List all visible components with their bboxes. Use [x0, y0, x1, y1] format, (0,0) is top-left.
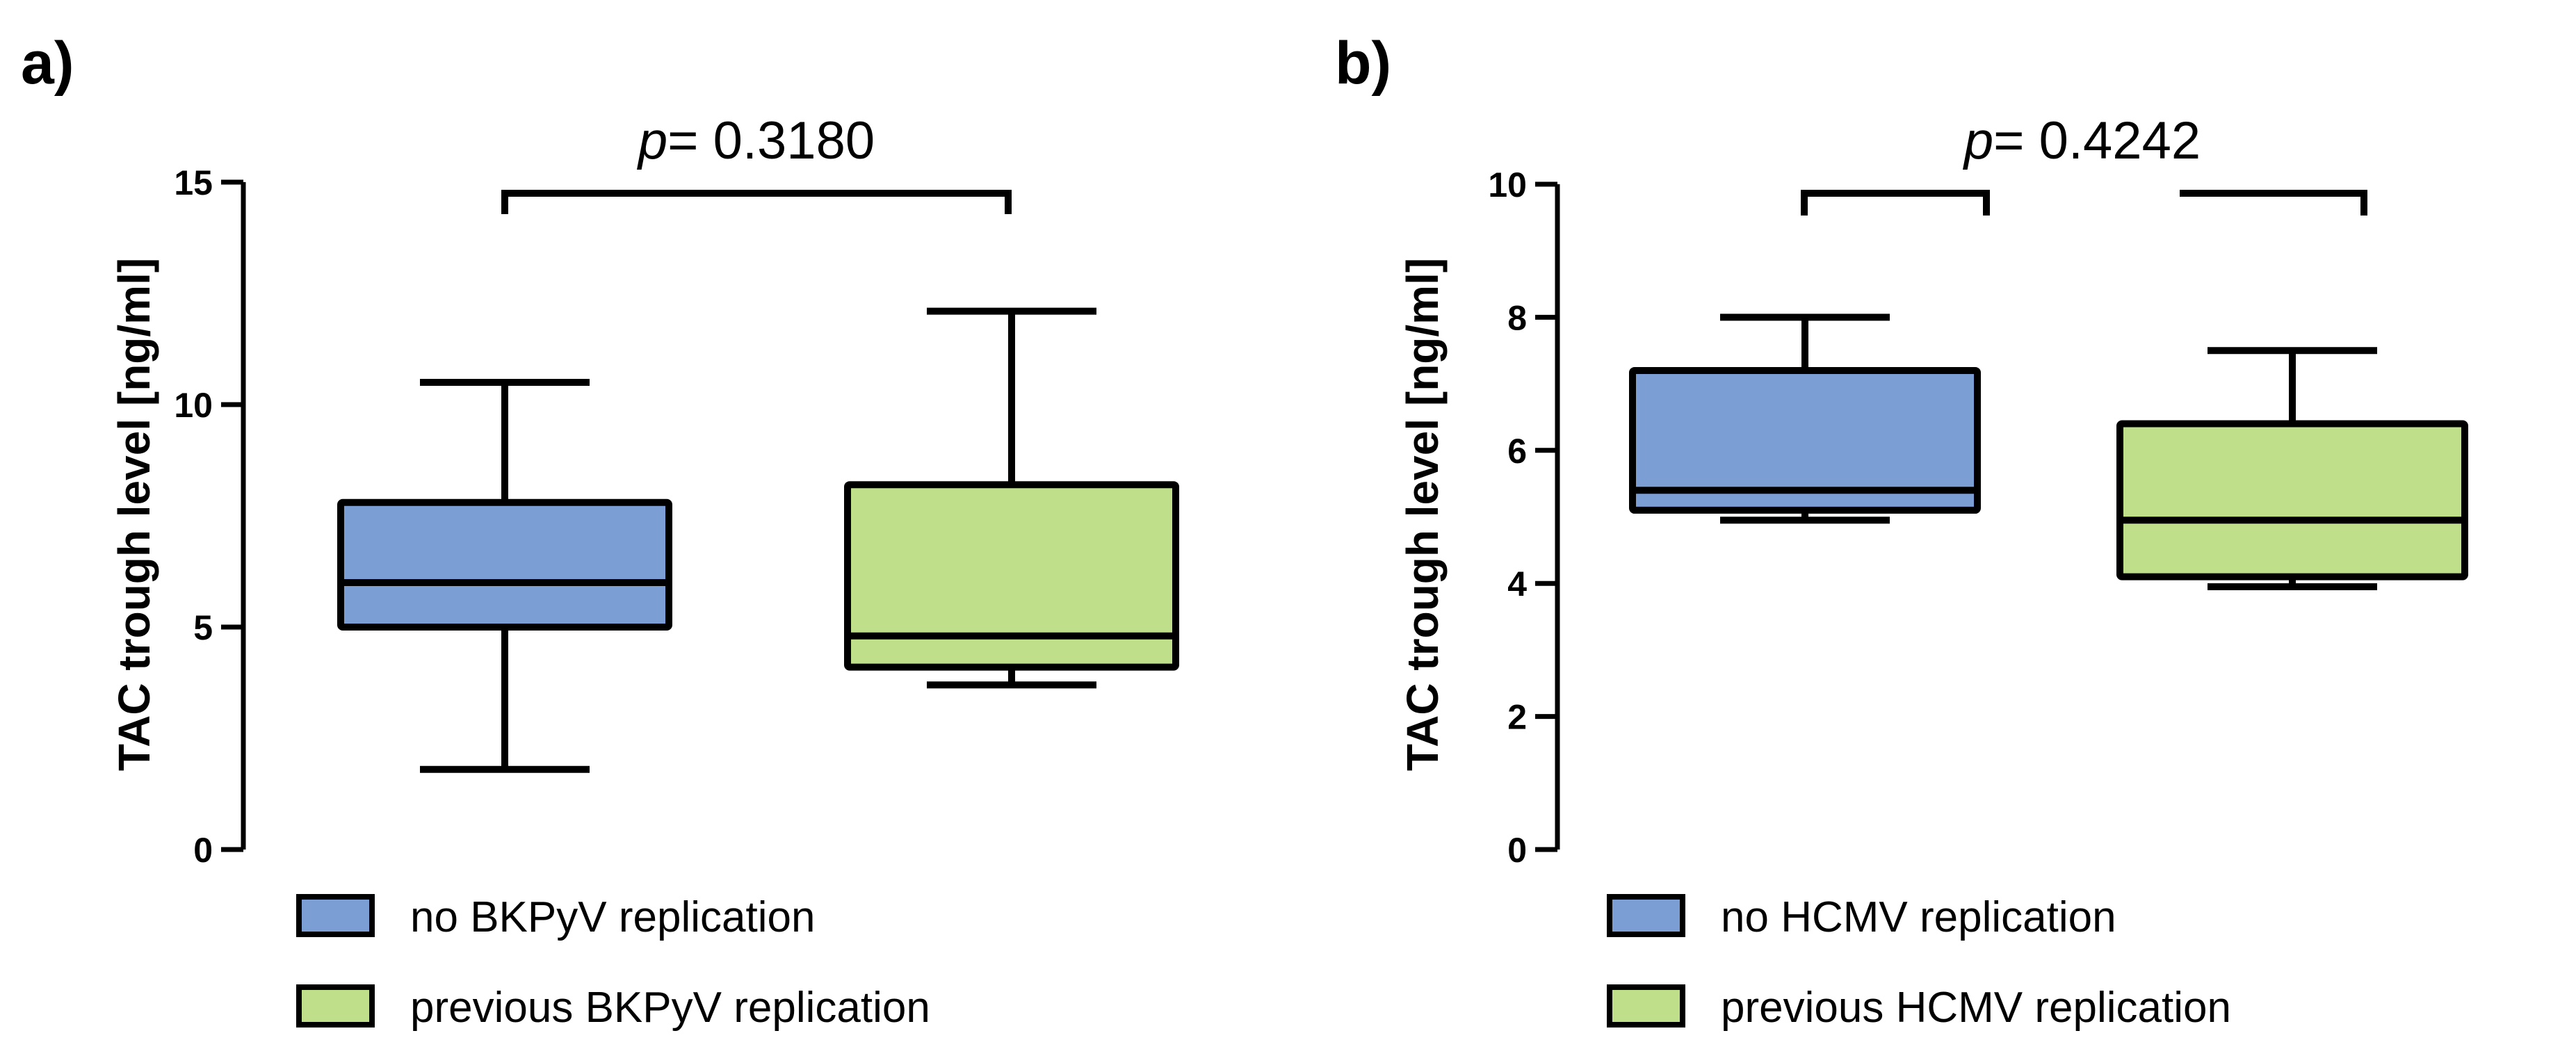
panel-b-p-value: p= 0.4242 — [1963, 111, 2201, 170]
panel-a-legend: no BKPyV replication previous BKPyV repl… — [296, 893, 930, 1032]
panel-b-legend-swatch-no-replication — [1607, 894, 1685, 937]
panel-a-boxes — [337, 307, 1179, 773]
panel-a-p-symbol: p — [637, 111, 667, 170]
panel-b-ticks: 0 2 4 6 8 10 — [1488, 165, 1557, 870]
panel-b-box-iqr — [2116, 420, 2468, 580]
panel-b-significance: p= 0.4242 — [1801, 111, 2201, 216]
panel-b-y-tick-label: 10 — [1488, 165, 1527, 204]
panel-a-y-tick-label: 10 — [174, 386, 213, 425]
panel-b-y-tick-label: 2 — [1507, 698, 1527, 737]
panel-b-significance-bracket-right — [2180, 190, 2367, 216]
panel-a-p-number: = 0.3180 — [667, 111, 875, 170]
panel-b-label: b) — [1335, 30, 1391, 97]
panel-a-significance: p= 0.3180 — [501, 111, 1012, 214]
panel-a-p-value: p= 0.3180 — [637, 111, 875, 170]
panel-a-significance-bracket — [501, 190, 1012, 214]
panel-b: b) TAC trough level [ng/ml] 0 2 4 6 8 10 p= 0… — [1335, 30, 2468, 1032]
panel-a-box-iqr — [844, 481, 1179, 671]
panel-a-y-tick-label: 15 — [174, 163, 213, 202]
panel-a-box-iqr — [337, 498, 672, 631]
panel-a-legend-swatch-previous-replication — [296, 984, 375, 1027]
panel-a: a) TAC trough level [ng/ml] 0 5 10 15 p= 0.… — [21, 30, 1179, 1032]
panel-a-y-axis-label: TAC trough level [ng/ml] — [109, 258, 159, 771]
panel-a-legend-swatch-no-replication — [296, 894, 375, 937]
panel-b-y-tick-label: 4 — [1507, 564, 1527, 603]
panel-b-y-tick-label: 6 — [1507, 432, 1527, 471]
panel-b-legend-swatch-previous-replication — [1607, 984, 1685, 1027]
panel-b-legend-label-no-replication: no HCMV replication — [1721, 893, 2116, 941]
panel-b-boxes — [1629, 314, 2468, 590]
panel-a-label: a) — [21, 30, 74, 97]
panel-b-p-number: = 0.4242 — [1993, 111, 2201, 170]
panel-a-ticks: 0 5 10 15 — [174, 163, 243, 870]
panel-b-legend-label-previous-replication: previous HCMV replication — [1721, 984, 2231, 1032]
panel-b-y-tick-label: 0 — [1507, 831, 1527, 870]
panel-a-y-tick-label: 0 — [193, 831, 213, 870]
panel-b-legend: no HCMV replication previous HCMV replic… — [1607, 893, 2231, 1032]
panel-a-legend-label-no-replication: no BKPyV replication — [410, 893, 815, 941]
panel-b-y-tick-label: 8 — [1507, 298, 1527, 337]
panel-a-y-tick-label: 5 — [193, 608, 213, 647]
panel-b-p-symbol: p — [1963, 111, 1993, 170]
panel-a-legend-label-previous-replication: previous BKPyV replication — [410, 984, 930, 1032]
panel-b-y-axis-label: TAC trough level [ng/ml] — [1398, 258, 1448, 771]
panel-b-box-iqr — [1629, 366, 1981, 514]
panel-b-significance-bracket-left — [1801, 190, 1990, 216]
